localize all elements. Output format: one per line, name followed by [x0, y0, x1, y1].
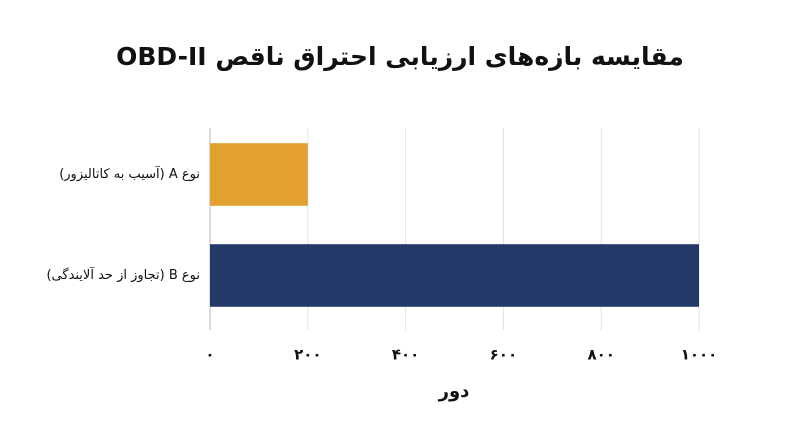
x-tick-label: ۰	[205, 346, 214, 364]
x-tick-label: ۲۰۰	[294, 346, 321, 364]
x-tick-label: ۸۰۰	[587, 346, 614, 364]
x-tick-label: ۶۰۰	[490, 346, 517, 364]
bar	[210, 244, 699, 307]
chart-title: مقایسه بازه‌های ارزیابی احتراق ناقص OBD-…	[116, 42, 684, 72]
x-tick-label: ۱۰۰۰	[681, 346, 718, 364]
bar	[210, 143, 308, 206]
x-tick-label: ۴۰۰	[392, 346, 419, 364]
y-tick-label: نوع B (تجاوز از حد آلایندگی)	[46, 266, 200, 283]
y-tick-label: نوع A (آسیب به کاتالیزور)	[59, 165, 200, 182]
x-axis-label: دور	[438, 381, 470, 402]
